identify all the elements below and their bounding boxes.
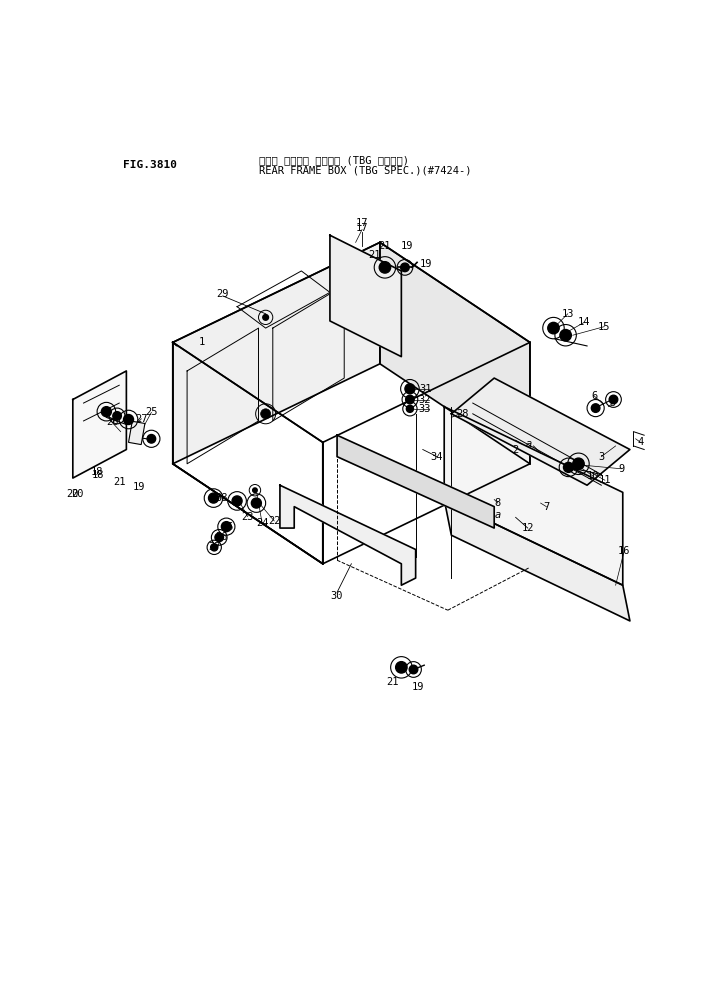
Circle shape	[222, 521, 232, 531]
Text: 21: 21	[386, 676, 399, 686]
Text: 20: 20	[72, 489, 84, 499]
Text: 10: 10	[587, 471, 599, 481]
Circle shape	[232, 496, 242, 505]
Polygon shape	[445, 500, 630, 621]
Polygon shape	[337, 436, 494, 528]
Text: 27: 27	[135, 414, 148, 424]
Text: 12: 12	[521, 523, 534, 533]
Text: 23: 23	[242, 511, 254, 521]
Text: a: a	[526, 439, 531, 449]
Text: 9: 9	[618, 464, 625, 474]
Circle shape	[147, 435, 156, 444]
Circle shape	[113, 412, 121, 421]
Text: 33: 33	[419, 404, 431, 414]
Text: 19: 19	[132, 482, 145, 492]
Polygon shape	[330, 235, 402, 357]
Circle shape	[609, 396, 618, 404]
Circle shape	[252, 488, 257, 493]
Polygon shape	[173, 343, 323, 563]
Circle shape	[560, 330, 571, 341]
Polygon shape	[280, 486, 416, 585]
Polygon shape	[451, 378, 630, 486]
Text: REAR FRAME BOX (TBG SPEC.)(#7424-): REAR FRAME BOX (TBG SPEC.)(#7424-)	[259, 165, 471, 175]
Text: 32: 32	[419, 395, 431, 405]
Text: 4: 4	[637, 438, 644, 448]
Circle shape	[215, 533, 224, 541]
Polygon shape	[73, 371, 126, 479]
Text: 21: 21	[113, 477, 125, 487]
Text: 17: 17	[356, 223, 369, 233]
Text: 35: 35	[221, 521, 233, 531]
Circle shape	[263, 315, 268, 321]
Text: 5: 5	[609, 398, 616, 408]
Circle shape	[592, 404, 600, 413]
Text: 14: 14	[578, 318, 590, 328]
Text: 16: 16	[618, 545, 630, 555]
Text: 22: 22	[268, 515, 280, 525]
Text: 3: 3	[598, 452, 604, 462]
Text: 19: 19	[401, 241, 413, 251]
Text: 29: 29	[217, 289, 229, 299]
Text: 28: 28	[456, 409, 468, 419]
Text: 31: 31	[419, 384, 432, 394]
Circle shape	[405, 384, 415, 394]
Bar	[128, 422, 145, 445]
Text: 11: 11	[599, 476, 611, 486]
Text: 24: 24	[256, 518, 268, 528]
Circle shape	[401, 263, 409, 272]
Circle shape	[548, 323, 559, 334]
Text: 18: 18	[92, 470, 104, 480]
Circle shape	[396, 661, 407, 673]
Text: FIG.3810: FIG.3810	[123, 160, 177, 170]
Polygon shape	[380, 243, 530, 464]
Text: a: a	[495, 510, 501, 520]
Circle shape	[252, 499, 262, 508]
Circle shape	[379, 262, 391, 273]
Circle shape	[409, 665, 418, 673]
Circle shape	[211, 543, 218, 550]
Text: 25: 25	[145, 408, 158, 418]
Text: 19: 19	[412, 681, 424, 691]
Polygon shape	[445, 407, 623, 585]
Text: 37: 37	[209, 542, 221, 552]
Circle shape	[573, 459, 584, 470]
Circle shape	[101, 407, 111, 417]
Circle shape	[407, 406, 414, 413]
Polygon shape	[173, 243, 380, 464]
Text: 13: 13	[561, 309, 574, 319]
Text: 34: 34	[431, 452, 443, 462]
Text: 2: 2	[513, 445, 519, 455]
Text: 8: 8	[495, 499, 501, 508]
Text: 15: 15	[598, 322, 610, 332]
Text: 17: 17	[356, 218, 369, 228]
Text: 18: 18	[91, 468, 103, 478]
Text: 20: 20	[66, 489, 79, 499]
Text: リヤー フレーム ボックス (TBG スペック): リヤー フレーム ボックス (TBG スペック)	[259, 155, 409, 165]
Text: 19: 19	[419, 259, 432, 269]
Circle shape	[123, 415, 133, 425]
Circle shape	[564, 463, 574, 473]
Text: 6: 6	[591, 391, 597, 401]
Text: 1: 1	[198, 338, 204, 348]
Circle shape	[406, 396, 414, 404]
Text: 38: 38	[215, 494, 227, 503]
Circle shape	[209, 494, 219, 503]
Text: 21: 21	[368, 250, 381, 260]
Text: 26: 26	[106, 418, 118, 428]
Text: 36: 36	[215, 532, 227, 542]
Text: 30: 30	[331, 591, 343, 601]
Text: 7: 7	[543, 501, 549, 511]
Text: 21: 21	[378, 241, 391, 251]
Circle shape	[261, 409, 270, 419]
